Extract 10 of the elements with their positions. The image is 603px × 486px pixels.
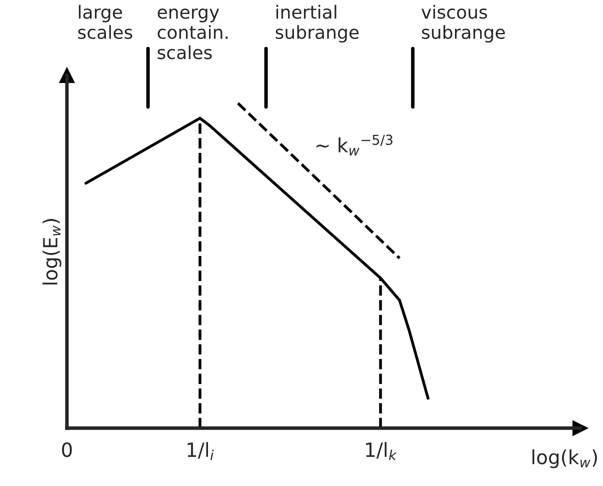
text: large scales: [78, 4, 132, 40]
text: inertial subrange: [276, 4, 359, 43]
x-tick-label: 0: [62, 442, 72, 458]
annotation: ∼ k$_{w}$$^{−5/3}$: [316, 134, 392, 156]
text: viscous subrange: [422, 4, 505, 43]
x-axis-title: log(k$_{w}$): [532, 449, 597, 468]
x-tick-label: 1/l$_{i}$: [188, 442, 214, 460]
text: energy contain. scales: [158, 8, 228, 60]
x-tick-label: 1/l$_{k}$: [366, 442, 397, 460]
y-axis-title: log(E$_{w}$): [42, 218, 62, 284]
